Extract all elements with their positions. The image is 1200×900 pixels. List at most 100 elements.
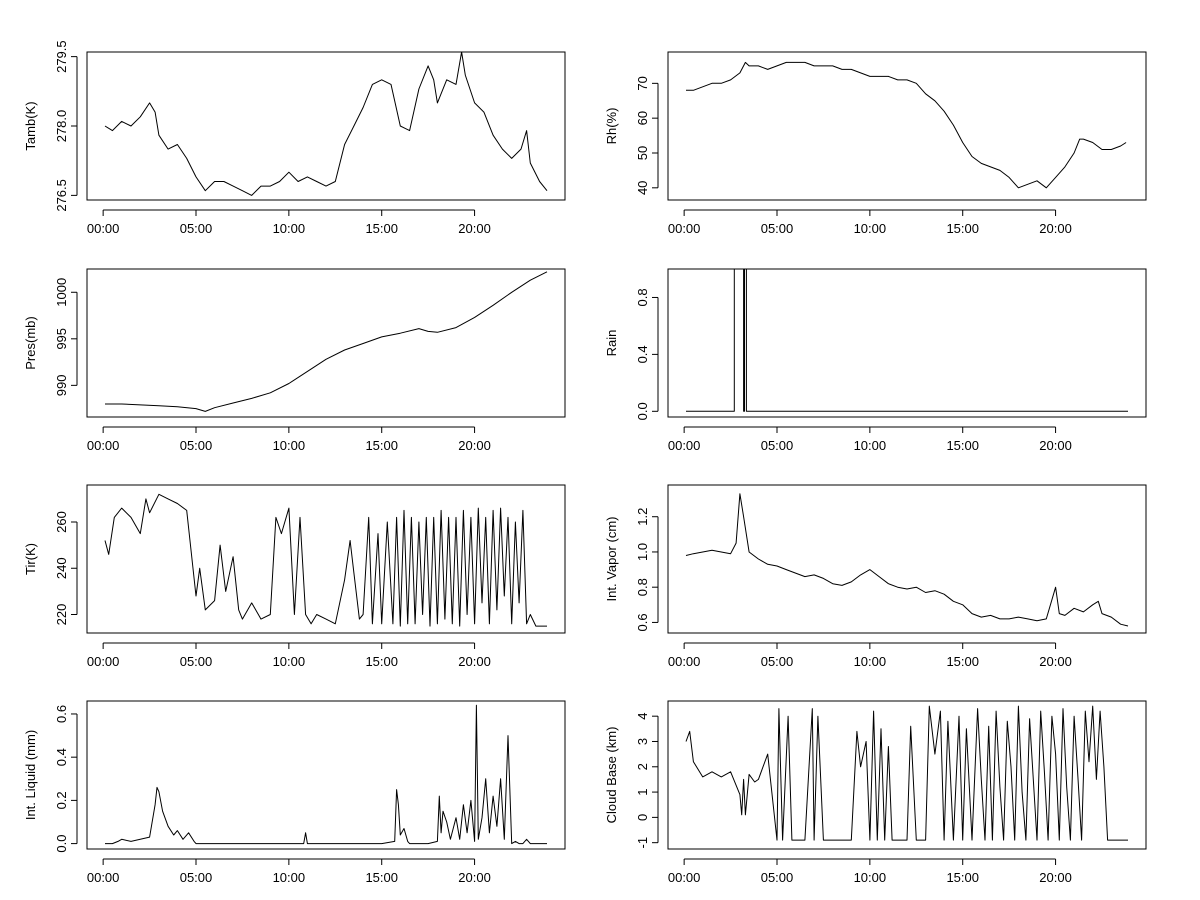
y-tick-label: 278.0 xyxy=(54,110,69,143)
x-tick-label: 05:00 xyxy=(761,438,794,453)
panel-5: 00:00 05:00 10:00 15:00 20:00 0.6 0.8 1.0 1.2 Int… xyxy=(604,484,1147,669)
series-line xyxy=(104,493,547,627)
x-tick-label: 10:00 xyxy=(854,438,887,453)
plot-frame xyxy=(667,268,1147,418)
series-line xyxy=(104,51,548,196)
y-tick-label: 279.5 xyxy=(54,40,69,73)
y-tick-label: 1.2 xyxy=(635,508,650,526)
series-line xyxy=(105,704,547,845)
x-tick-label: 20:00 xyxy=(458,870,491,885)
plot-frame xyxy=(667,51,1147,201)
x-tick-label: 10:00 xyxy=(273,438,306,453)
y-tick-label: 0.6 xyxy=(54,705,69,723)
y-tick-label: 0.8 xyxy=(635,578,650,596)
x-tick-label: 15:00 xyxy=(365,654,398,669)
y-tick-label: 260 xyxy=(54,511,69,533)
x-tick-label: 05:00 xyxy=(180,870,213,885)
panel-7: 00:00 05:00 10:00 15:00 20:00 -1 0 1 2 3 4 Cloud Ba… xyxy=(604,700,1147,885)
x-tick-label: 20:00 xyxy=(458,438,491,453)
x-tick-label: 15:00 xyxy=(365,438,398,453)
panel-2: 00:00 05:00 10:00 15:00 20:00 990 995 1000 Pres(… xyxy=(23,268,566,453)
x-tick-label: 05:00 xyxy=(180,654,213,669)
y-axis-title: Rh(%) xyxy=(604,108,619,145)
plot-frame xyxy=(86,700,566,850)
y-axis-title: Cloud Base (km) xyxy=(604,727,619,824)
panel-3: 00:00 05:00 10:00 15:00 20:00 0.0 0.4 0.8 Rain xyxy=(604,268,1147,453)
y-tick-label: 0.2 xyxy=(54,791,69,809)
y-tick-label: 995 xyxy=(54,328,69,350)
y-axis-title: Rain xyxy=(604,330,619,357)
y-axis-title: Tamb(K) xyxy=(23,101,38,150)
y-axis-title: Int. Vapor (cm) xyxy=(604,516,619,601)
x-tick-label: 15:00 xyxy=(365,221,398,236)
x-tick-label: 05:00 xyxy=(180,438,213,453)
x-tick-label: 05:00 xyxy=(761,221,794,236)
x-tick-label: 15:00 xyxy=(365,870,398,885)
y-tick-label: 70 xyxy=(635,76,650,90)
y-tick-label: 1000 xyxy=(54,278,69,307)
x-tick-label: 20:00 xyxy=(1039,654,1072,669)
y-tick-label: 220 xyxy=(54,604,69,626)
plot-frame xyxy=(667,484,1147,634)
x-tick-label: 20:00 xyxy=(1039,870,1072,885)
plot-frame xyxy=(86,484,566,634)
series-line xyxy=(105,271,548,412)
x-tick-label: 00:00 xyxy=(668,438,701,453)
x-tick-label: 10:00 xyxy=(273,221,306,236)
y-tick-label: 60 xyxy=(635,111,650,125)
x-tick-label: 15:00 xyxy=(946,654,979,669)
y-tick-label: 3 xyxy=(635,738,650,745)
x-tick-label: 15:00 xyxy=(946,438,979,453)
x-tick-label: 00:00 xyxy=(668,221,701,236)
y-tick-label: 50 xyxy=(635,146,650,160)
panel-1: 00:00 05:00 10:00 15:00 20:00 40 50 60 70 Rh(%) xyxy=(604,51,1147,236)
x-tick-label: 10:00 xyxy=(273,870,306,885)
x-tick-label: 15:00 xyxy=(946,221,979,236)
y-tick-label: 40 xyxy=(635,181,650,195)
y-tick-label: 1 xyxy=(635,788,650,795)
x-tick-label: 20:00 xyxy=(1039,221,1072,236)
series-line xyxy=(685,705,1128,841)
x-tick-label: 00:00 xyxy=(87,654,120,669)
y-tick-label: 4 xyxy=(635,713,650,720)
y-axis-title: Pres(mb) xyxy=(23,316,38,369)
y-tick-label: 0.0 xyxy=(635,402,650,420)
x-tick-label: 10:00 xyxy=(273,654,306,669)
x-tick-label: 20:00 xyxy=(458,654,491,669)
x-tick-label: 10:00 xyxy=(854,870,887,885)
y-tick-label: 1.0 xyxy=(635,543,650,561)
y-tick-label: 0.4 xyxy=(635,345,650,363)
panel-0: 00:00 05:00 10:00 15:00 20:00 276.5 278.0 279.5… xyxy=(23,40,566,236)
x-tick-label: 10:00 xyxy=(854,654,887,669)
plot-frame xyxy=(86,51,566,201)
y-axis-title: Tir(K) xyxy=(23,543,38,575)
panel-4: 00:00 05:00 10:00 15:00 20:00 220 240 260 Tir(K) xyxy=(23,484,566,669)
y-tick-label: 2 xyxy=(635,763,650,770)
y-tick-label: -1 xyxy=(635,837,650,849)
x-tick-label: 20:00 xyxy=(1039,438,1072,453)
y-tick-label: 0 xyxy=(635,814,650,821)
x-tick-label: 15:00 xyxy=(946,870,979,885)
x-tick-label: 00:00 xyxy=(668,870,701,885)
series-line xyxy=(686,268,1128,412)
y-tick-label: 240 xyxy=(54,557,69,579)
x-tick-label: 00:00 xyxy=(87,870,120,885)
series-line xyxy=(686,61,1127,189)
y-tick-label: 0.6 xyxy=(635,613,650,631)
x-tick-label: 05:00 xyxy=(761,870,794,885)
y-tick-label: 0.8 xyxy=(635,288,650,306)
panel-6: 00:00 05:00 10:00 15:00 20:00 0.0 0.2 0.4 0.6 Int… xyxy=(23,700,566,885)
y-tick-label: 0.0 xyxy=(54,835,69,853)
y-axis-title: Int. Liquid (mm) xyxy=(23,730,38,820)
plot-frame xyxy=(86,268,566,418)
x-tick-label: 10:00 xyxy=(854,221,887,236)
y-tick-label: 0.4 xyxy=(54,748,69,766)
x-tick-label: 05:00 xyxy=(180,221,213,236)
plot-frame xyxy=(667,700,1147,850)
series-line xyxy=(685,493,1129,627)
x-tick-label: 05:00 xyxy=(761,654,794,669)
x-tick-label: 20:00 xyxy=(458,221,491,236)
x-tick-label: 00:00 xyxy=(87,221,120,236)
y-tick-label: 276.5 xyxy=(54,179,69,212)
